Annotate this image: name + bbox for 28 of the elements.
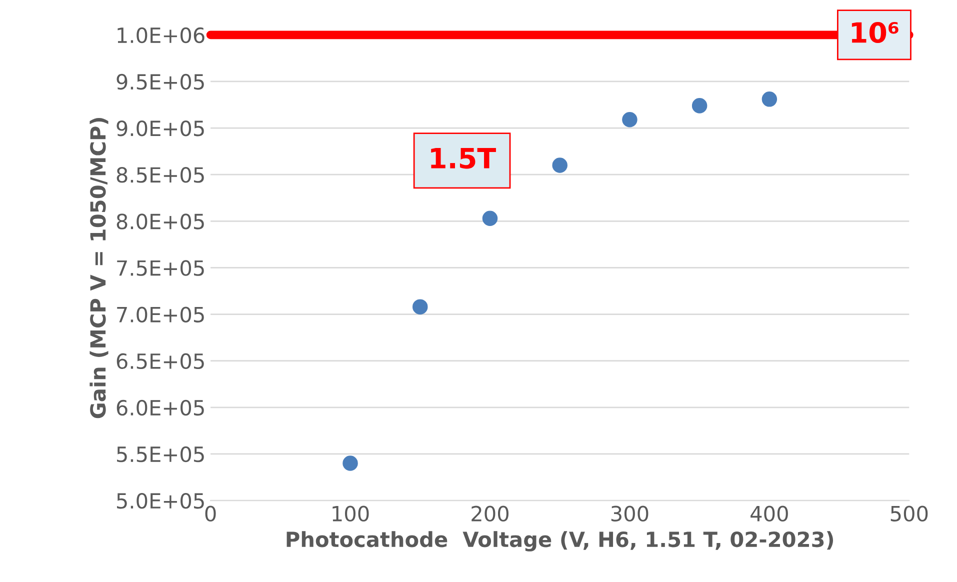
x-tick-label: 300 xyxy=(611,506,648,522)
x-tick-label: 200 xyxy=(472,506,508,522)
point xyxy=(762,92,778,107)
ref-line-label: 10⁶ xyxy=(852,22,898,43)
point xyxy=(412,299,428,314)
point xyxy=(692,98,708,114)
y-tick-label: 8.0E+05 xyxy=(116,214,204,230)
y-tick-label: 8.5E+05 xyxy=(116,167,204,183)
y-tick-label: 5.0E+05 xyxy=(117,492,204,509)
point xyxy=(342,456,358,471)
annotation: 1.5T xyxy=(431,148,496,169)
y-tick-label: 7.5E+05 xyxy=(117,260,204,276)
x-tick-label: 0 xyxy=(205,506,216,522)
x-tick-label: 100 xyxy=(332,506,369,522)
y-tick-label: 9.0E+05 xyxy=(116,120,204,136)
y-tick-label: 6.5E+05 xyxy=(116,353,204,370)
y-tick-label: 1.0E+06 xyxy=(118,27,204,44)
point xyxy=(552,158,568,173)
point xyxy=(482,210,498,226)
x-tick-label: 500 xyxy=(890,506,928,522)
x-axis-title: Photocathode Voltage (V, H6, 1.51 T, 02-2023) xyxy=(286,531,834,552)
y-tick-label: 5.5E+05 xyxy=(117,446,204,462)
y-tick-label: 9.5E+05 xyxy=(116,74,204,90)
y-axis-title: Gain (MCP V = 1050/MCP) xyxy=(90,118,108,418)
point xyxy=(622,112,638,128)
y-tick-label: 6.0E+05 xyxy=(116,400,204,416)
x-tick-label: 400 xyxy=(750,506,788,522)
y-tick-label: 7.0E+05 xyxy=(117,306,204,322)
